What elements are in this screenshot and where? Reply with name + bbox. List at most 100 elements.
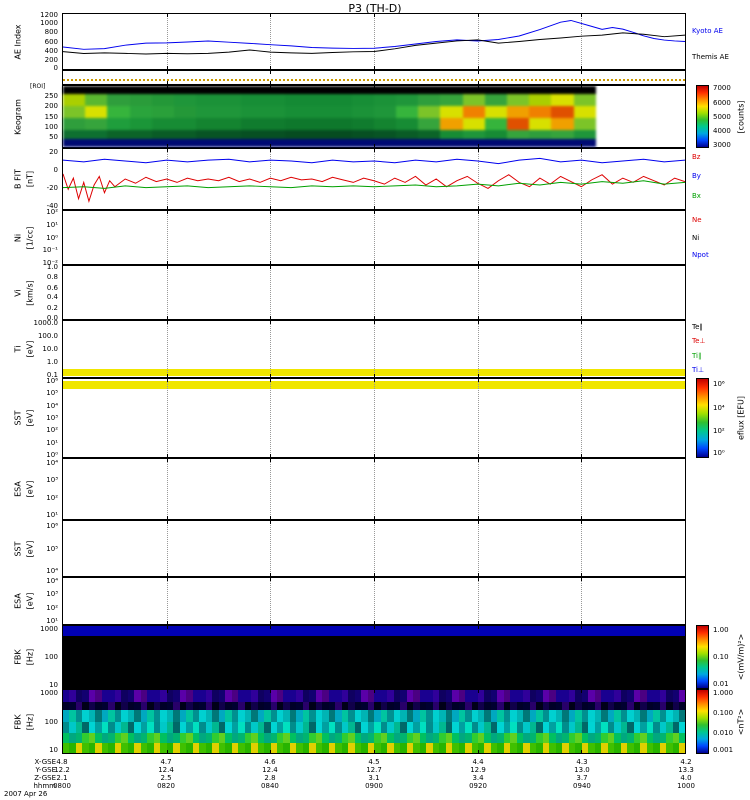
gridline (374, 578, 375, 624)
tick-mark (166, 459, 168, 462)
spectrogram-column (419, 690, 427, 753)
spectrogram-cell (568, 690, 576, 702)
spectrogram-cell (575, 701, 582, 710)
tick-mark (581, 578, 583, 581)
spectrogram-cell (601, 743, 608, 753)
spectrogram-cell (309, 709, 316, 722)
spectrogram-cell (240, 129, 263, 139)
spectrogram-cell (240, 138, 263, 147)
spectrogram-cell (354, 733, 362, 744)
spectrogram-cell (640, 721, 647, 734)
spectrogram-cell (307, 118, 330, 130)
spectrogram-column (581, 690, 589, 753)
spectrogram-cell (351, 105, 374, 119)
spectrogram-cell (478, 709, 485, 722)
spectrogram-cell (134, 690, 141, 702)
spectrogram-cell (510, 733, 517, 744)
spectrogram-cell (568, 743, 576, 753)
spectrogram-keogram (63, 86, 596, 147)
gridline (477, 459, 479, 519)
spectrogram-cell (503, 701, 511, 710)
y-tick-label: 10¹ (46, 617, 58, 626)
spectrogram-cell (361, 743, 368, 753)
tick-mark (477, 316, 479, 319)
tick-mark (166, 321, 168, 324)
spectrogram-cell (257, 701, 265, 710)
spectrogram-cell (478, 733, 485, 744)
spectrogram-cell (432, 701, 440, 710)
gridline (166, 521, 168, 576)
tick-mark (166, 685, 168, 688)
spectrogram-cell (646, 743, 654, 753)
spectrogram-column (594, 690, 602, 753)
gridline (374, 521, 375, 576)
spectrogram-cell (262, 94, 286, 106)
spectrogram-cell (129, 94, 152, 106)
spectrogram-cell (367, 690, 375, 702)
y-tick-label: 10⁻² (42, 258, 58, 267)
spectrogram-cell (270, 701, 277, 710)
spectrogram-cell (335, 709, 342, 722)
right-series-label: Kyoto AE (692, 27, 723, 36)
spectrogram-cell (640, 690, 647, 702)
panel-fbk-e (62, 625, 686, 689)
spectrogram-column (503, 690, 511, 753)
spectrogram-cell (289, 701, 297, 710)
tick-mark (581, 379, 583, 382)
spectrogram-cell (562, 690, 569, 702)
y-tick-label: 10⁶ (46, 377, 58, 386)
spectrogram-cell (108, 690, 115, 702)
spectrogram-column (620, 690, 628, 753)
y-axis-title: FBK (13, 649, 23, 665)
spectrogram-cell (620, 709, 628, 722)
axis-row-label: Z-GSE (34, 774, 56, 782)
spectrogram-column (666, 690, 673, 753)
spectrogram-cell (659, 690, 667, 702)
spectrogram-cell (607, 721, 615, 734)
spectrogram-cell (672, 701, 680, 710)
spectrogram-cell (108, 709, 115, 722)
spectrogram-cell (484, 138, 508, 147)
spectrogram-cell (529, 721, 537, 734)
spectrogram-cell (594, 701, 602, 710)
axis-tick-value: 1000 (677, 782, 695, 790)
spectrogram-cell (166, 701, 174, 710)
spectrogram-column (134, 690, 141, 753)
gridline (477, 578, 479, 624)
y-tick-label: 10.0 (42, 345, 58, 353)
tick-mark (581, 321, 583, 324)
spectrogram-cell (285, 129, 308, 139)
spectrogram-cell (192, 690, 200, 702)
spectrogram-column (478, 690, 485, 753)
spectrogram-cell (107, 129, 130, 139)
colorbar-tick-label: 0.10 (713, 653, 729, 661)
spectrogram-cell (95, 721, 102, 734)
spectrogram-cell (542, 709, 550, 722)
spectrogram-cell (88, 690, 96, 702)
spectrogram-cell (607, 743, 615, 753)
tick-mark (166, 621, 168, 624)
spectrogram-cell (380, 690, 388, 702)
spectrogram-cell (335, 690, 342, 702)
spectrogram-cell (85, 105, 108, 119)
spectrogram-cell (174, 138, 197, 147)
spectrogram-cell (490, 733, 498, 744)
spectrogram-cell (121, 690, 128, 702)
spectrogram-cell (536, 721, 543, 734)
y-axis-title: Ni (13, 233, 23, 242)
spectrogram-cell (354, 743, 362, 753)
spectrogram-cell (231, 743, 239, 753)
spectrogram-cell (257, 721, 265, 734)
tick-mark (374, 626, 375, 629)
y-axis-title: SST (13, 410, 23, 426)
y-tick-label: -20 (46, 183, 58, 192)
tick-mark (270, 211, 272, 214)
y-tick-label: 100 (44, 123, 58, 132)
spectrogram-cell (516, 709, 524, 722)
y-tick-label: 800 (44, 27, 58, 36)
spectrogram-cell (315, 721, 323, 734)
spectrogram-column (418, 86, 441, 147)
spectrogram-column (129, 86, 152, 147)
y-tick-label: 10 (49, 681, 58, 690)
gridline (166, 459, 168, 519)
